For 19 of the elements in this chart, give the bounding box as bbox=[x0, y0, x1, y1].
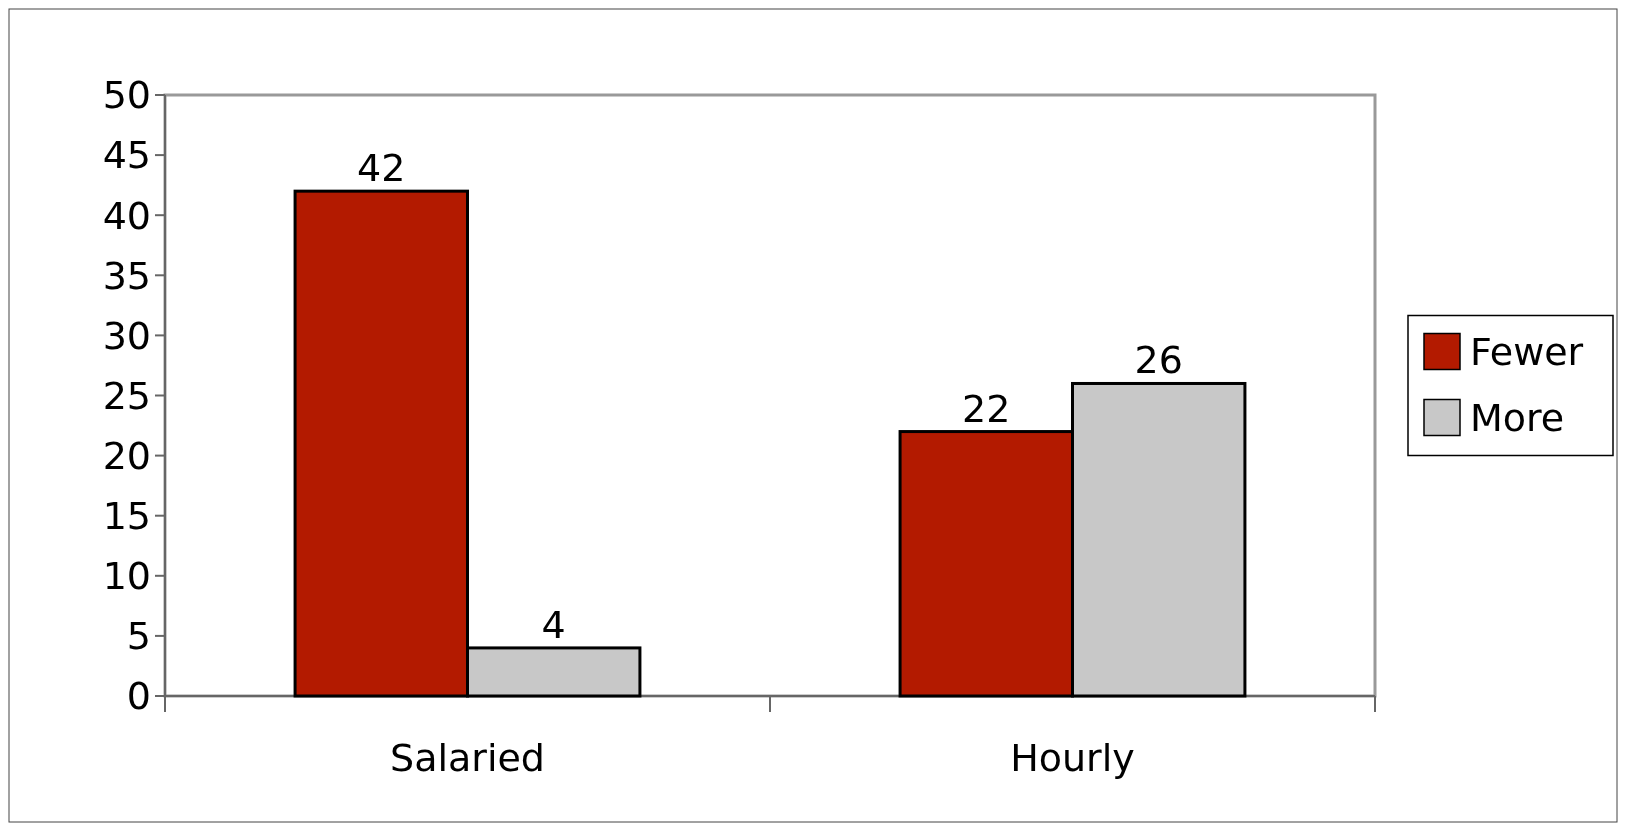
y-tick-label: 30 bbox=[102, 313, 151, 358]
y-tick-label: 15 bbox=[102, 494, 151, 538]
y-tick-label: 20 bbox=[102, 433, 151, 478]
y-tick-label: 0 bbox=[126, 674, 151, 719]
x-tick-label: Hourly bbox=[1010, 736, 1135, 780]
y-tick-label: 5 bbox=[126, 614, 151, 659]
data-label: 4 bbox=[541, 602, 566, 647]
y-tick-label: 50 bbox=[102, 73, 151, 118]
y-tick-label: 35 bbox=[102, 253, 151, 298]
data-label: 26 bbox=[1134, 338, 1183, 383]
y-tick-label: 10 bbox=[102, 554, 151, 599]
legend-label: More bbox=[1470, 395, 1565, 440]
data-label: 22 bbox=[962, 386, 1011, 431]
legend-label: Fewer bbox=[1470, 329, 1584, 374]
y-tick-label: 45 bbox=[102, 133, 151, 178]
x-tick-label: Salaried bbox=[390, 736, 545, 780]
y-tick-label: 40 bbox=[102, 193, 151, 238]
data-label: 42 bbox=[357, 146, 406, 191]
y-tick-label: 25 bbox=[102, 373, 151, 418]
